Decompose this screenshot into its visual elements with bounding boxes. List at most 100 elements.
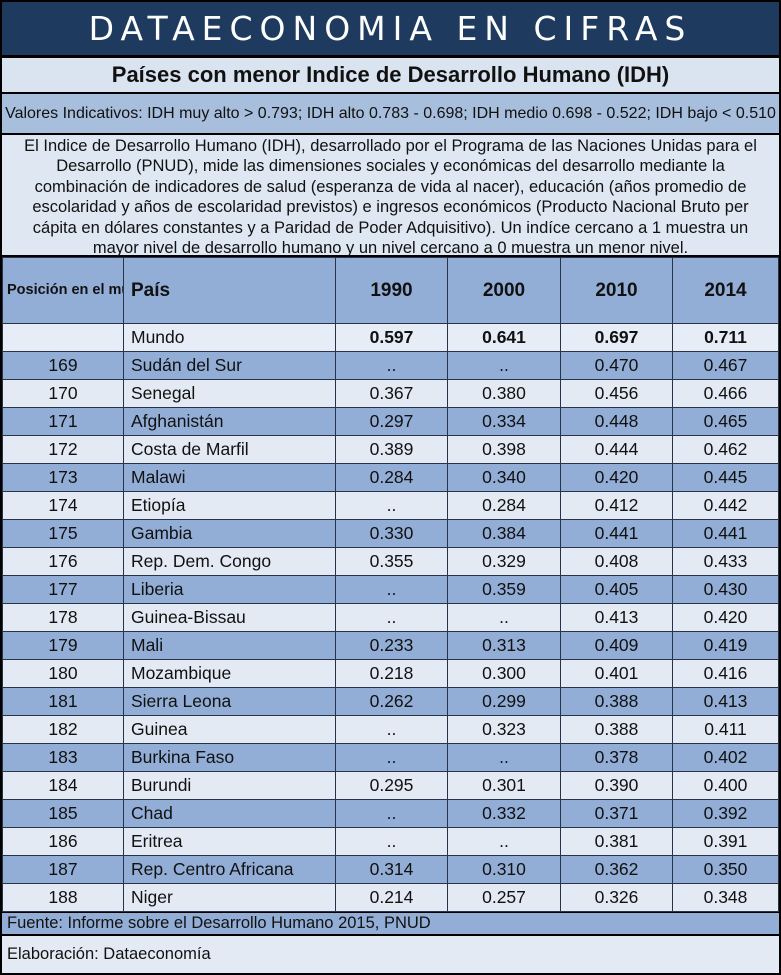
cell-position: 188 [2, 883, 124, 912]
table-row: 170 Senegal 0.367 0.380 0.456 0.466 [2, 379, 779, 408]
cell-country: Burundi [123, 771, 336, 800]
cell-position: 175 [2, 519, 124, 548]
cell-value-2010: 0.441 [560, 519, 673, 548]
cell-value-2000: 0.641 [447, 323, 561, 352]
cell-value-2000: 0.299 [447, 687, 561, 716]
cell-value-1990: 0.597 [335, 323, 448, 352]
cell-value-2010: 0.412 [560, 491, 673, 520]
cell-country: Guinea [123, 715, 336, 744]
cell-value-2010: 0.388 [560, 715, 673, 744]
cell-value-2000: 0.332 [447, 799, 561, 828]
cell-value-1990: .. [335, 351, 448, 380]
table-row: 174 Etiopía .. 0.284 0.412 0.442 [2, 491, 779, 520]
cell-value-2000: 0.380 [447, 379, 561, 408]
cell-country: Mali [123, 631, 336, 660]
cell-position: 186 [2, 827, 124, 856]
cell-value-2010: 0.401 [560, 659, 673, 688]
cell-country: Etiopía [123, 491, 336, 520]
table-row: 179 Mali 0.233 0.313 0.409 0.419 [2, 631, 779, 660]
cell-value-2010: 0.326 [560, 883, 673, 912]
cell-country: Burkina Faso [123, 743, 336, 772]
cell-value-2010: 0.408 [560, 547, 673, 576]
cell-value-2014: 0.413 [672, 687, 779, 716]
table-row: 171 Afghanistán 0.297 0.334 0.448 0.465 [2, 407, 779, 436]
cell-value-1990: .. [335, 491, 448, 520]
table-row: 183 Burkina Faso .. .. 0.378 0.402 [2, 743, 779, 772]
cell-country: Afghanistán [123, 407, 336, 436]
cell-position: 174 [2, 491, 124, 520]
cell-value-2010: 0.470 [560, 351, 673, 380]
cell-value-2014: 0.402 [672, 743, 779, 772]
cell-value-2010: 0.388 [560, 687, 673, 716]
table-row: 178 Guinea-Bissau .. .. 0.413 0.420 [2, 603, 779, 632]
table-row: 187 Rep. Centro Africana 0.314 0.310 0.3… [2, 855, 779, 884]
cell-value-2010: 0.362 [560, 855, 673, 884]
cell-position: 181 [2, 687, 124, 716]
table-row: 188 Niger 0.214 0.257 0.326 0.348 [2, 883, 779, 912]
cell-value-2014: 0.711 [672, 323, 779, 352]
cell-position: 169 [2, 351, 124, 380]
cell-position: 185 [2, 799, 124, 828]
cell-position: 187 [2, 855, 124, 884]
cell-value-2000: 0.300 [447, 659, 561, 688]
cell-position: 170 [2, 379, 124, 408]
cell-value-1990: .. [335, 575, 448, 604]
cell-value-2014: 0.350 [672, 855, 779, 884]
table-row: 175 Gambia 0.330 0.384 0.441 0.441 [2, 519, 779, 548]
cell-value-2014: 0.433 [672, 547, 779, 576]
cell-value-2010: 0.456 [560, 379, 673, 408]
cell-value-1990: 0.284 [335, 463, 448, 492]
cell-value-1990: 0.314 [335, 855, 448, 884]
cell-value-2010: 0.448 [560, 407, 673, 436]
col-header-position: Posición en el mundo 2014 de 188 países [2, 257, 124, 324]
cell-value-1990: .. [335, 827, 448, 856]
table-row: 180 Mozambique 0.218 0.300 0.401 0.416 [2, 659, 779, 688]
cell-value-2014: 0.441 [672, 519, 779, 548]
cell-value-2014: 0.348 [672, 883, 779, 912]
cell-value-1990: 0.233 [335, 631, 448, 660]
idh-description: El Indice de Desarrollo Humano (IDH), de… [2, 135, 779, 257]
cell-position [2, 323, 124, 352]
cell-value-2014: 0.411 [672, 715, 779, 744]
cell-value-2000: 0.323 [447, 715, 561, 744]
cell-country: Chad [123, 799, 336, 828]
cell-country: Rep. Centro Africana [123, 855, 336, 884]
cell-value-1990: 0.389 [335, 435, 448, 464]
cell-value-2000: .. [447, 351, 561, 380]
cell-value-2010: 0.371 [560, 799, 673, 828]
col-header-1990: 1990 [335, 257, 448, 324]
cell-country: Mundo [123, 323, 336, 352]
cell-value-2014: 0.430 [672, 575, 779, 604]
cell-value-2014: 0.442 [672, 491, 779, 520]
cell-value-2014: 0.400 [672, 771, 779, 800]
table-row: 177 Liberia .. 0.359 0.405 0.430 [2, 575, 779, 604]
cell-position: 176 [2, 547, 124, 576]
cell-value-2014: 0.392 [672, 799, 779, 828]
col-header-country: País [123, 257, 336, 324]
source-note: Fuente: Informe sobre el Desarrollo Huma… [2, 912, 779, 936]
cell-value-2000: 0.359 [447, 575, 561, 604]
cell-value-2010: 0.420 [560, 463, 673, 492]
cell-value-2000: .. [447, 827, 561, 856]
table-header: Posición en el mundo 2014 de 188 países … [2, 257, 779, 324]
page-title: Países con menor Indice de Desarrollo Hu… [2, 58, 779, 94]
cell-value-1990: 0.214 [335, 883, 448, 912]
cell-position: 183 [2, 743, 124, 772]
cell-position: 184 [2, 771, 124, 800]
cell-value-2010: 0.378 [560, 743, 673, 772]
cell-value-2010: 0.697 [560, 323, 673, 352]
cell-position: 172 [2, 435, 124, 464]
brand-banner: DATAECONOMIA EN CIFRAS [2, 2, 779, 58]
cell-value-2014: 0.467 [672, 351, 779, 380]
cell-value-2000: 0.329 [447, 547, 561, 576]
cell-value-1990: .. [335, 799, 448, 828]
indicative-values-note: Valores Indicativos: IDH muy alto > 0.79… [2, 94, 779, 135]
cell-value-2010: 0.444 [560, 435, 673, 464]
cell-value-2010: 0.409 [560, 631, 673, 660]
cell-value-1990: 0.262 [335, 687, 448, 716]
table-row: 176 Rep. Dem. Congo 0.355 0.329 0.408 0.… [2, 547, 779, 576]
cell-value-2014: 0.466 [672, 379, 779, 408]
table-row: 181 Sierra Leona 0.262 0.299 0.388 0.413 [2, 687, 779, 716]
table-body: Mundo 0.597 0.641 0.697 0.711 169 Sudán … [2, 323, 779, 912]
table-row: 185 Chad .. 0.332 0.371 0.392 [2, 799, 779, 828]
